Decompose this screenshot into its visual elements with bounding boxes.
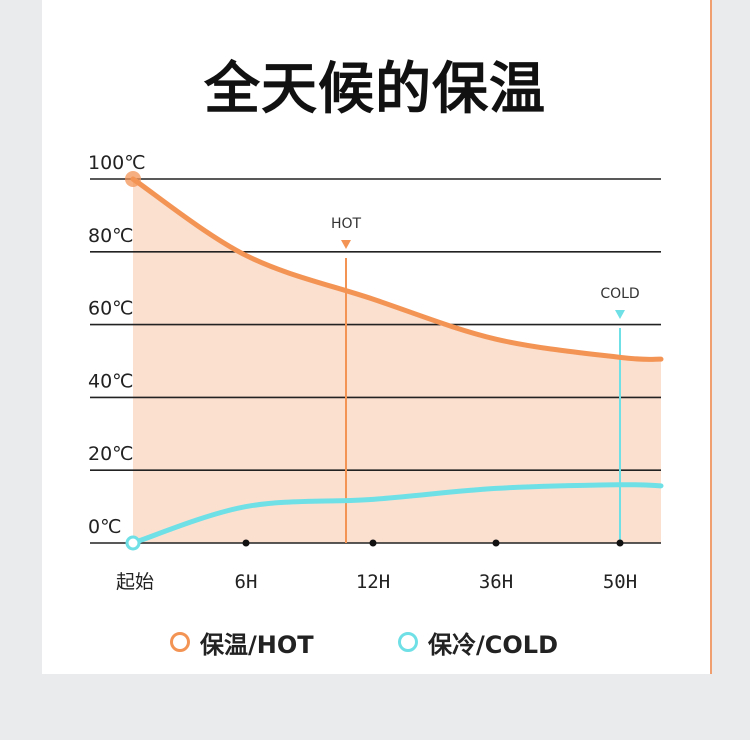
legend-item-cold: 保冷/COLD — [398, 624, 558, 660]
legend-item-hot: 保温/HOT — [170, 624, 314, 660]
y-tick-label: 20℃ — [88, 443, 134, 465]
x-tick-label: 起始 — [116, 571, 154, 593]
x-axis-dot — [242, 539, 250, 547]
y-tick-label: 100℃ — [88, 152, 146, 174]
x-tick-label: 50H — [603, 571, 637, 593]
hot-area-fill — [133, 179, 661, 543]
annotation-marker — [615, 310, 625, 319]
y-tick-label: 40℃ — [88, 370, 134, 392]
y-tick-label: 0℃ — [88, 516, 121, 538]
x-tick-label: 36H — [479, 571, 513, 593]
annotation-label: HOT — [331, 216, 362, 232]
hot-ring-icon — [170, 632, 190, 652]
series-line-hot — [130, 176, 664, 362]
legend-cold-label: 保冷/COLD — [428, 630, 558, 659]
chart-title: 全天候的保温 — [204, 57, 546, 122]
legend-hot-label: 保温/HOT — [200, 630, 314, 659]
x-axis-dot — [616, 539, 624, 547]
x-tick-label: 12H — [356, 571, 390, 593]
x-axis-dot — [369, 539, 377, 547]
y-tick-label: 80℃ — [88, 225, 134, 247]
cold-start-point — [125, 535, 141, 551]
cold-ring-icon — [398, 632, 418, 652]
y-tick-label: 60℃ — [88, 298, 134, 320]
series-line-cold — [130, 482, 664, 546]
hot-start-point — [125, 171, 141, 187]
annotation-marker — [341, 240, 351, 249]
x-tick-label: 6H — [235, 571, 258, 593]
card-edge-accent — [710, 0, 712, 674]
annotation-label: COLD — [600, 286, 639, 302]
x-axis-dot — [492, 539, 500, 547]
